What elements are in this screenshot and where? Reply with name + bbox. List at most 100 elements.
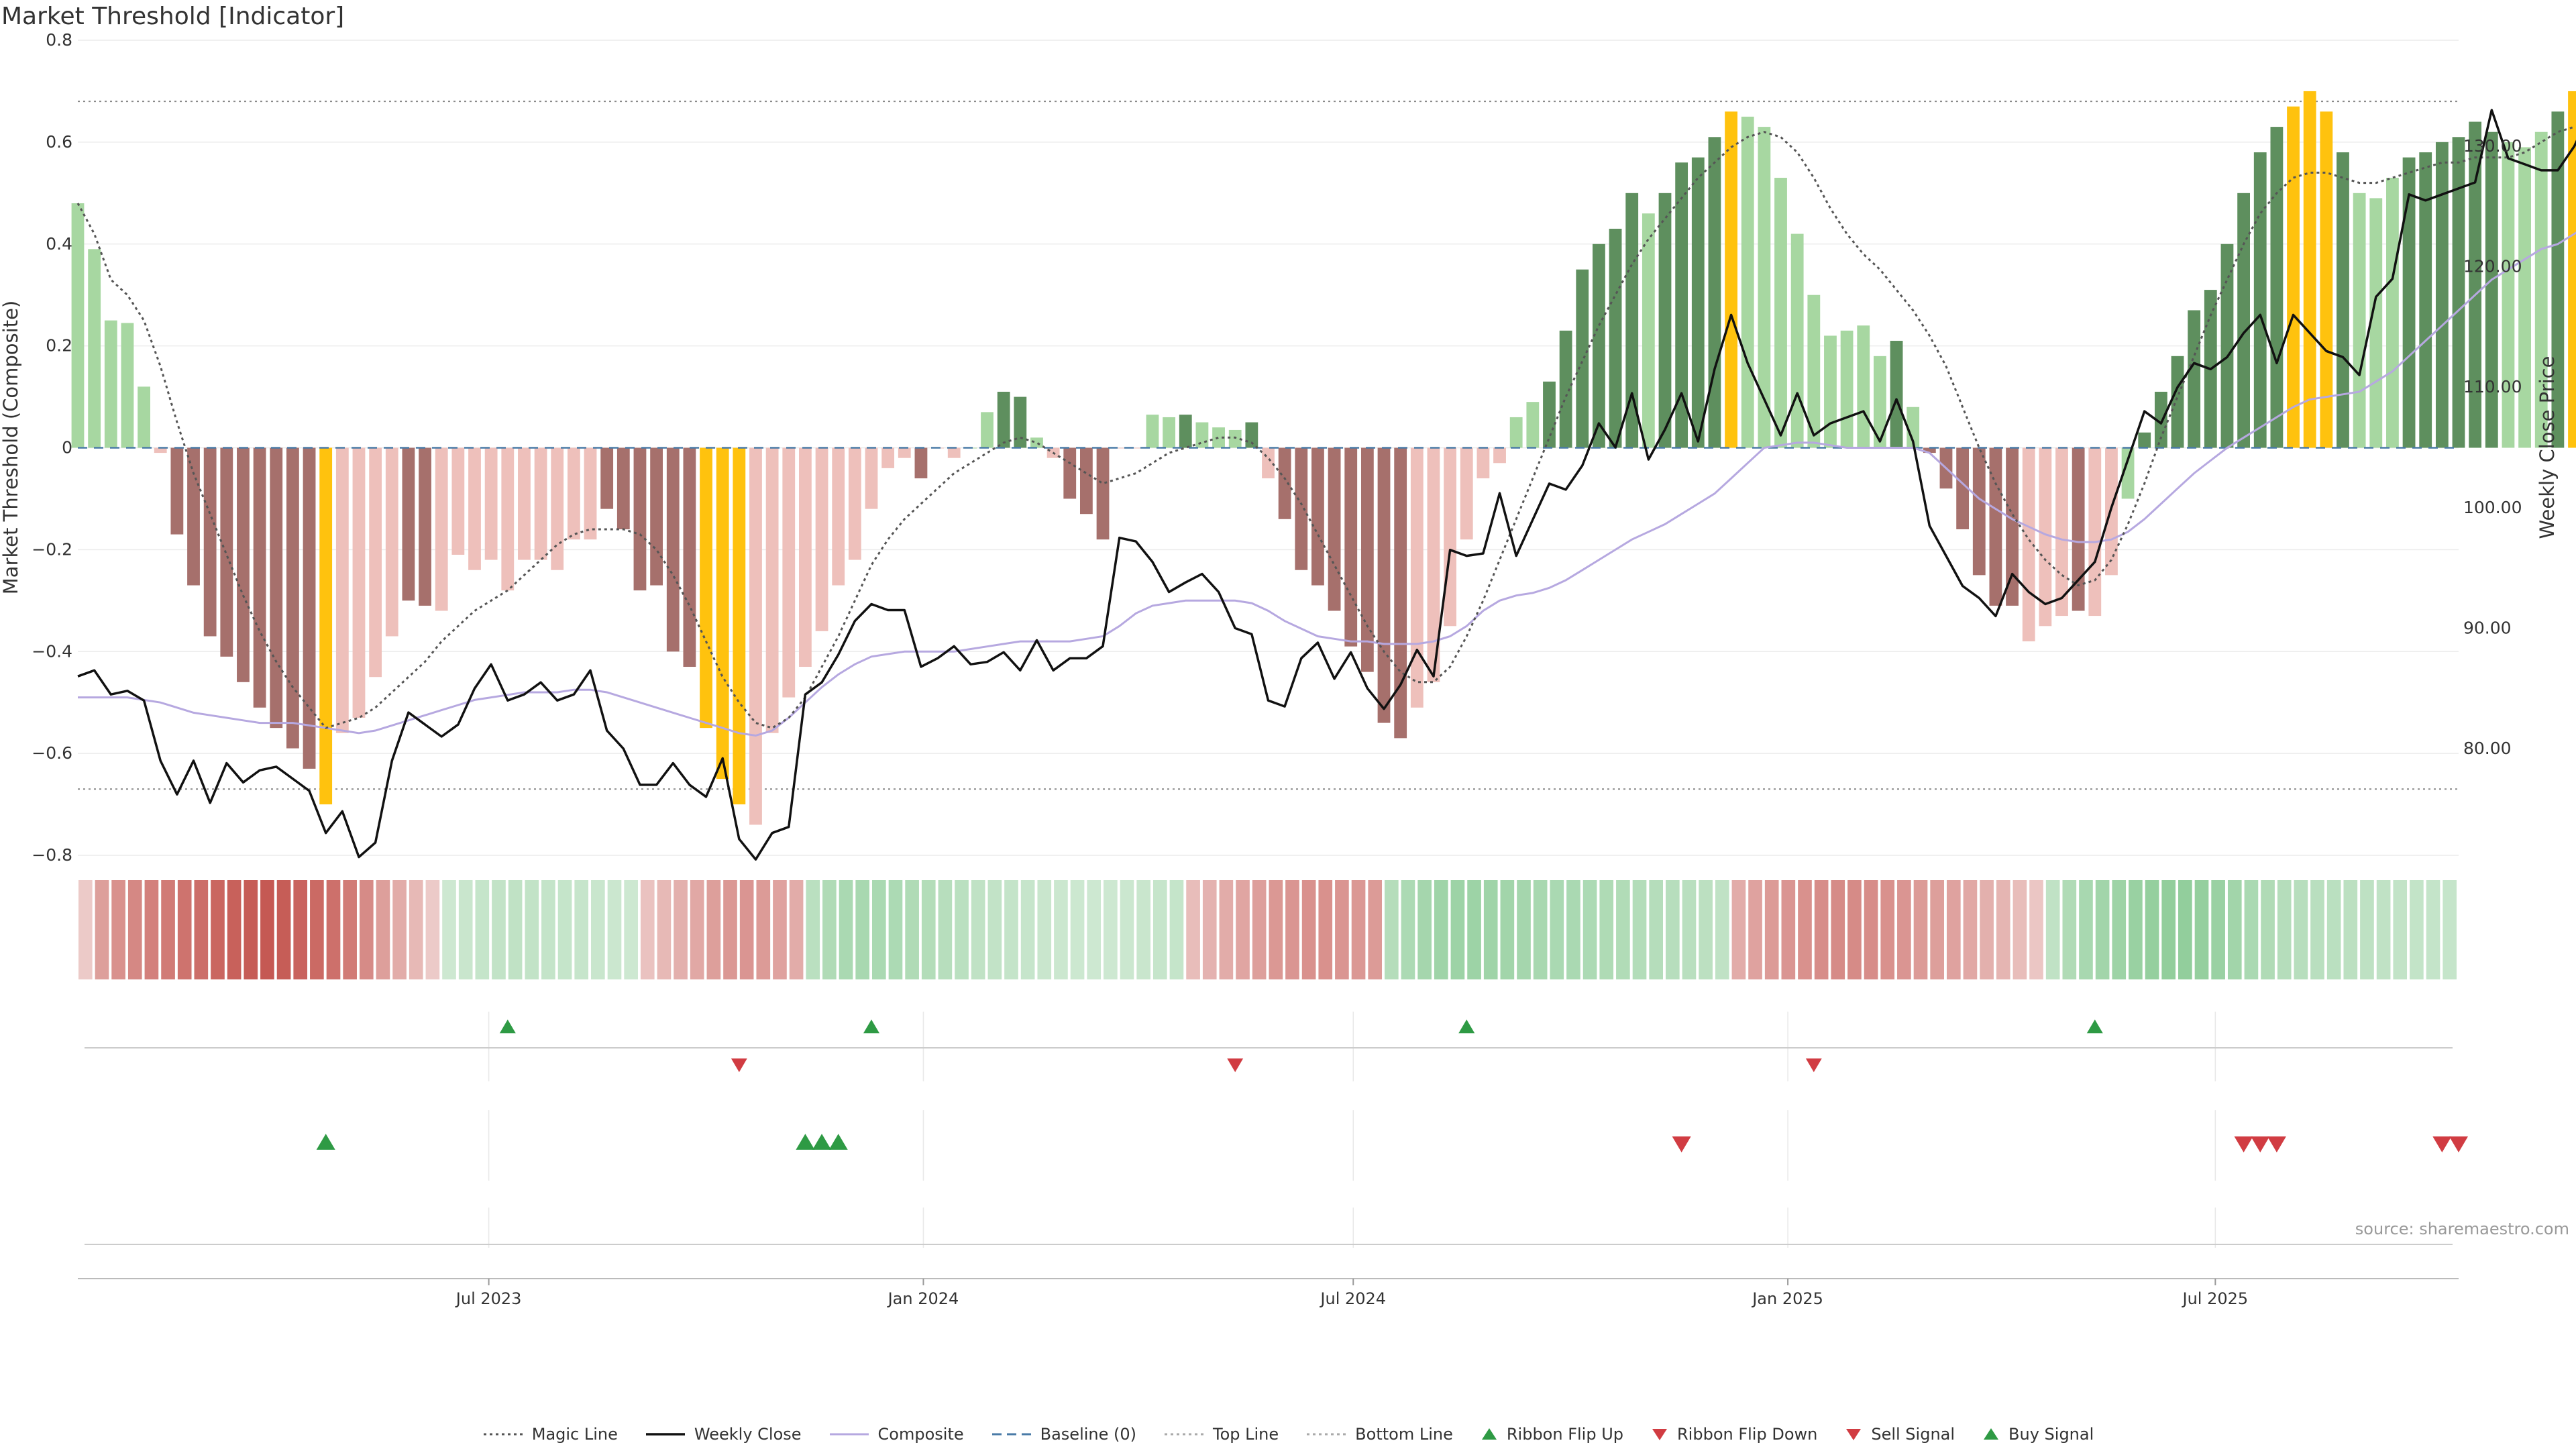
legend-item-weekly-close: Weekly Close: [645, 1425, 802, 1444]
ribbon-cell: [2244, 880, 2259, 979]
composite-bar: [1956, 447, 1970, 529]
ribbon-cell: [1980, 880, 1994, 979]
ribbon-cell: [971, 880, 985, 979]
ribbon-cell: [1202, 880, 1217, 979]
composite-bar: [1593, 244, 1605, 448]
composite-bar: [303, 447, 316, 769]
ribbon-cell: [359, 880, 374, 979]
ribbon-cell: [822, 880, 837, 979]
composite-bar: [104, 320, 117, 448]
composite-bar: [782, 447, 796, 698]
buy-signal-marker: [828, 1134, 848, 1150]
ribbon-cell: [541, 880, 555, 979]
composite-bar: [253, 447, 266, 708]
composite-bar: [1146, 415, 1159, 448]
ribbon-cell: [2277, 880, 2292, 979]
ribbon-flip-down-marker: [1227, 1058, 1244, 1073]
ribbon-cell: [1764, 880, 1779, 979]
composite-bar: [2502, 142, 2515, 448]
ribbon-cell: [2310, 880, 2324, 979]
ribbon-cell: [1152, 880, 1167, 979]
composite-bar: [286, 447, 299, 749]
composite-bar: [881, 447, 895, 468]
legend-label: Baseline (0): [1040, 1425, 1137, 1444]
composite-bar: [600, 447, 614, 509]
ribbon-cell: [293, 880, 308, 979]
composite-bar: [749, 447, 762, 825]
composite-bar: [2270, 127, 2284, 448]
composite-bar: [451, 447, 465, 555]
composite-bar: [2518, 147, 2531, 448]
chart-title: Market Threshold [Indicator]: [1, 3, 345, 30]
composite-bar: [1691, 157, 1705, 448]
composite-bar: [865, 447, 878, 509]
ribbon-cell: [1318, 880, 1333, 979]
ribbon-cell: [1500, 880, 1515, 979]
ribbon-cell: [1037, 880, 1052, 979]
ribbon-cell: [1467, 880, 1481, 979]
ribbon-cell: [525, 880, 539, 979]
ribbon-cell: [657, 880, 672, 979]
composite-bar: [170, 447, 184, 535]
composite-bar: [1163, 417, 1176, 448]
ribbon-cell: [1682, 880, 1697, 979]
composite-bar: [71, 203, 85, 448]
ribbon-cell: [2376, 880, 2391, 979]
y-tick-label-left: −0.8: [32, 845, 72, 865]
ribbon-cell: [475, 880, 490, 979]
composite-bar: [683, 447, 696, 667]
composite-bar: [1410, 447, 1424, 708]
ribbon-cell: [574, 880, 589, 979]
ribbon-cell: [1351, 880, 1366, 979]
composite-bar: [88, 249, 101, 448]
ribbon-cell: [95, 880, 109, 979]
composite-bar: [2419, 152, 2432, 448]
ribbon-cell: [955, 880, 969, 979]
ribbon-cell: [177, 880, 192, 979]
legend-label: Magic Line: [531, 1425, 618, 1444]
composite-bar: [1096, 447, 1110, 540]
ribbon-cell: [2045, 880, 2060, 979]
ribbon-cell: [1483, 880, 1498, 979]
ribbon-cell: [492, 880, 506, 979]
legend-label: Composite: [877, 1425, 964, 1444]
ribbon-cell: [2062, 880, 2077, 979]
composite-bar: [270, 447, 283, 729]
composite-bar: [1328, 447, 1341, 611]
composite-bar: [2551, 111, 2565, 448]
ribbon-cell: [392, 880, 407, 979]
signal-panels: [85, 1012, 2468, 1248]
composite-bar: [1989, 447, 2002, 606]
composite-bar: [2055, 447, 2068, 616]
ribbon-cell: [2194, 880, 2209, 979]
ribbon-cell: [326, 880, 341, 979]
ribbon-cell: [260, 880, 274, 979]
ribbon-flip-up-marker: [863, 1019, 879, 1034]
threshold-lines: [78, 101, 2459, 790]
ribbon-cell: [1781, 880, 1796, 979]
ribbon-cell: [1285, 880, 1299, 979]
ribbon-cell: [1385, 880, 1399, 979]
y-tick-label-right: 130.00: [2463, 136, 2522, 156]
composite-bar: [1559, 330, 1572, 448]
chart-legend: Magic Line Weekly Close Composite Baseline …: [0, 1421, 2576, 1448]
composite-bar: [1675, 162, 1688, 448]
composite-bar: [1460, 447, 1473, 540]
y-tick-label-left: 0.6: [46, 132, 72, 152]
composite-bar: [484, 447, 498, 560]
ribbon-cell: [789, 880, 804, 979]
composite-bar: [2006, 447, 2019, 606]
composite-bar: [1444, 447, 1457, 627]
composite-bar: [1774, 178, 1787, 448]
legend-item-composite: Composite: [828, 1425, 964, 1444]
composite-bar: [650, 447, 663, 586]
composite-bar: [2121, 447, 2135, 499]
composite-bar: [138, 386, 150, 448]
legend-label: Ribbon Flip Down: [1677, 1425, 1818, 1444]
legend-label: Buy Signal: [2008, 1425, 2094, 1444]
ribbon-cell: [1368, 880, 1383, 979]
composite-bar: [799, 447, 812, 667]
sell-signal-marker: [2267, 1136, 2286, 1152]
ribbon-cell: [1070, 880, 1085, 979]
composite-bar: [1228, 429, 1242, 448]
